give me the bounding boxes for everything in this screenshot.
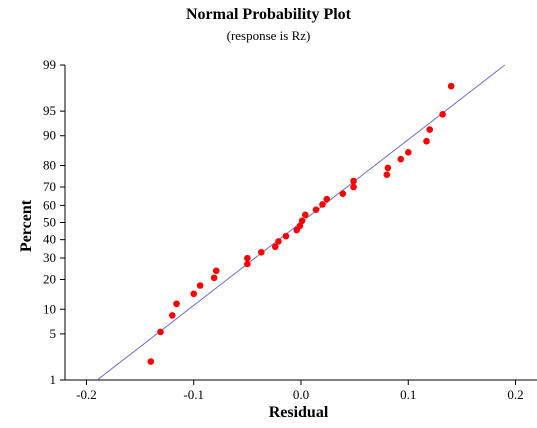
y-tick-label: 20 (43, 271, 56, 286)
data-point (168, 312, 176, 319)
data-point (196, 282, 204, 289)
data-point (383, 171, 391, 178)
data-point (312, 206, 320, 213)
x-tick-label: 0.2 (507, 387, 523, 402)
data-point (397, 155, 405, 163)
x-tick-label: 0.0 (293, 387, 309, 402)
x-tick-label: -0.2 (76, 387, 97, 402)
data-point (339, 190, 347, 197)
data-point (404, 149, 412, 156)
x-tick-label: -0.1 (183, 387, 204, 402)
data-point (258, 248, 265, 256)
y-tick-label: 70 (43, 179, 56, 194)
data-point (190, 290, 198, 298)
data-point (244, 260, 251, 268)
data-point (439, 110, 446, 118)
y-tick-label: 50 (43, 215, 56, 230)
chart-title: Normal Probability Plot (185, 6, 352, 23)
y-tick-label: 90 (43, 128, 56, 143)
data-point (319, 201, 326, 208)
data-point (447, 82, 455, 90)
data-point (350, 177, 357, 185)
y-tick-label: 30 (43, 250, 56, 265)
data-point (275, 238, 282, 245)
data-point (298, 217, 306, 225)
data-point (350, 183, 357, 191)
y-tick-label: 95 (43, 103, 56, 118)
y-axis: 1 5 10 20 30 40 50 60 70 80 90 95 99 (43, 57, 65, 387)
y-tick-label: 1 (50, 372, 57, 387)
data-point (244, 254, 251, 262)
data-point (212, 267, 220, 275)
chart-subtitle: (response is Rz) (226, 28, 311, 43)
data-point (147, 358, 155, 365)
y-tick-label: 10 (43, 301, 56, 316)
data-point (282, 232, 290, 240)
x-tick-label: 0.1 (400, 387, 416, 402)
data-point (323, 195, 331, 203)
data-point (384, 164, 392, 172)
points-layer (147, 82, 455, 365)
y-tick-label: 5 (50, 326, 57, 341)
data-point (426, 126, 434, 133)
y-tick-label: 60 (43, 197, 56, 212)
x-axis: -0.2 -0.1 0.0 0.1 0.2 (76, 380, 524, 402)
x-axis-label: Residual (268, 404, 329, 421)
y-tick-label: 99 (43, 57, 56, 72)
data-point (301, 211, 309, 219)
data-point (296, 222, 304, 230)
y-tick-label: 80 (43, 158, 56, 173)
data-point (210, 274, 218, 282)
data-point (173, 300, 180, 308)
data-point (157, 328, 164, 336)
data-point (271, 243, 279, 251)
data-point (423, 137, 430, 145)
y-tick-label: 40 (43, 232, 56, 247)
